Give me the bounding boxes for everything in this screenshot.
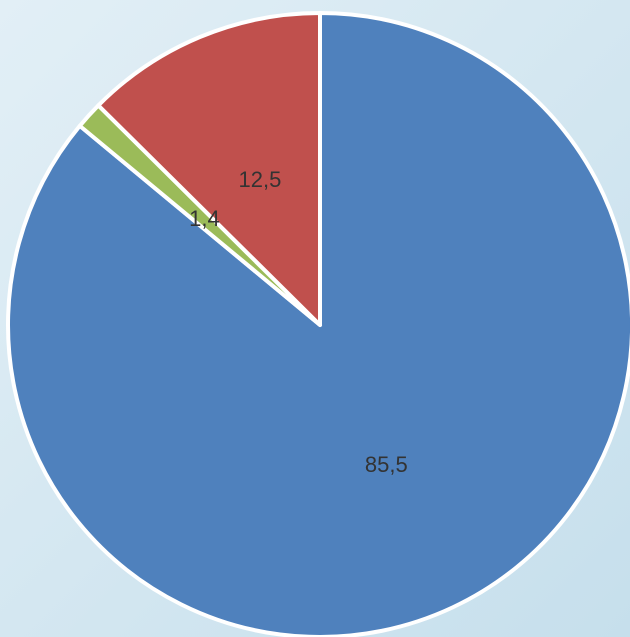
data-label: 12,5 <box>239 167 282 192</box>
data-label: 1,4 <box>189 206 220 231</box>
pie-slice <box>96 11 322 327</box>
data-label: 85,5 <box>365 452 408 477</box>
